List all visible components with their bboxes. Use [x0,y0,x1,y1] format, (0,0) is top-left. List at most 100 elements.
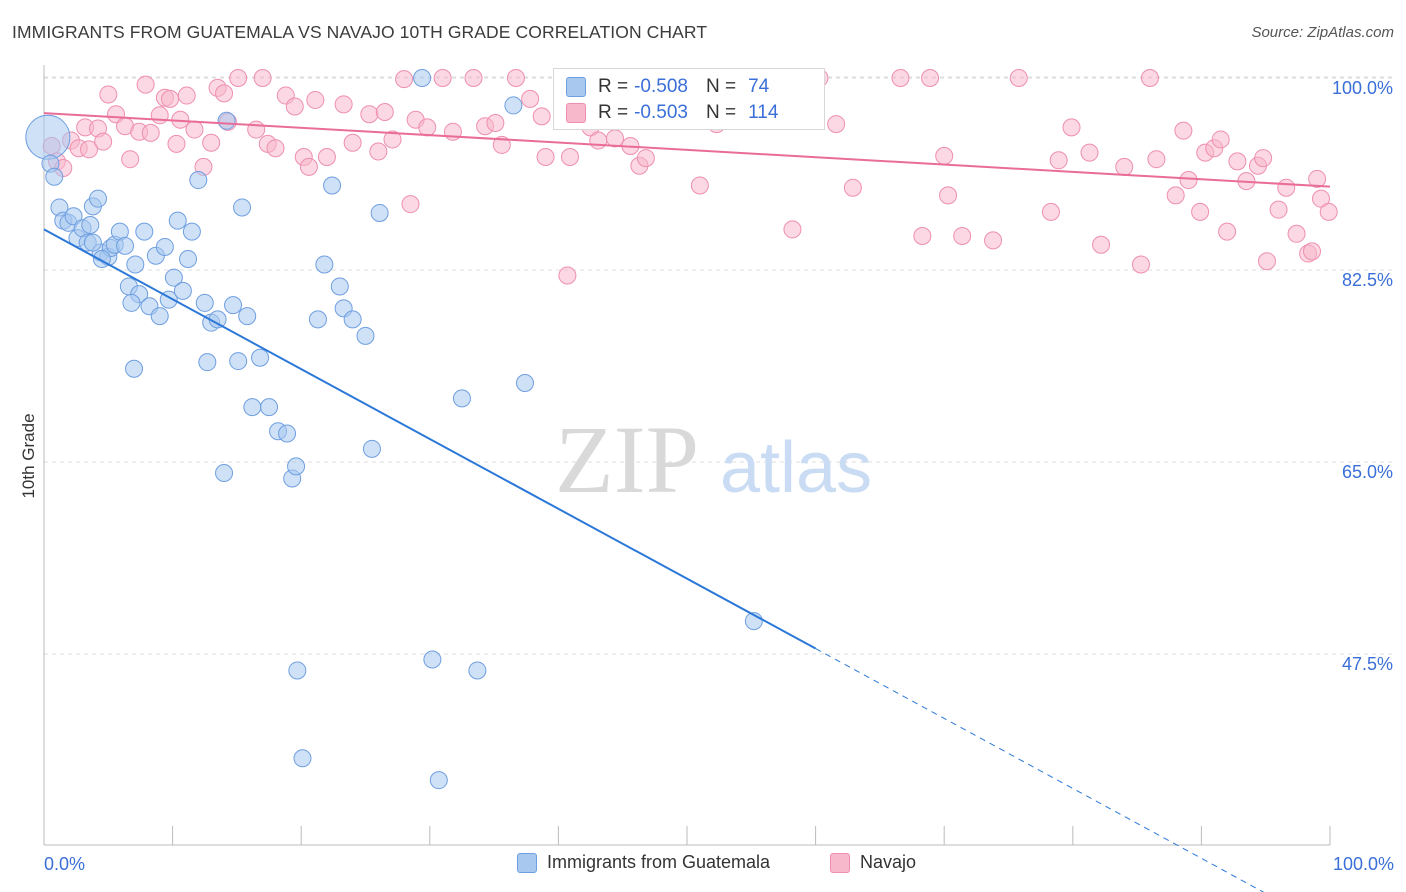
navajo-point [317,147,336,166]
navajo-point [247,120,266,139]
guatemala-point [278,424,297,443]
y-tick-label: 82.5% [1342,270,1393,290]
axes [43,65,1331,846]
navajo-point [636,149,655,168]
guatemala-point [308,310,327,329]
y-axis-label: 10th Grade [19,413,38,498]
navajo-point [80,140,99,159]
r-label: R = [598,102,629,123]
navajo-point [1211,130,1230,149]
navajo-point [1302,242,1321,261]
navajo-point [1140,69,1159,87]
navajo-point [1174,121,1193,140]
navajo-point [202,133,221,152]
navajo-point [1092,235,1111,254]
navajo-point [1287,224,1306,243]
navajo-point [843,178,862,197]
navajo-point [1308,169,1327,188]
navajo-point [433,69,452,87]
guatemala-point [330,277,349,296]
guatemala-point [233,198,252,217]
navajo-point [167,134,186,153]
guatemala-point [168,211,187,230]
navajo-point [492,135,511,154]
n-value-guatemala: 74 [748,76,770,97]
guatemala-point [343,310,362,329]
navajo-point [1311,189,1330,208]
guatemala-point [173,281,192,300]
navajo-point [253,69,272,87]
navajo-point [1269,200,1288,219]
y-tick-label: 100.0% [1332,78,1393,98]
guatemala-point [229,352,248,371]
guatemala-point [515,374,534,393]
navajo-point [1049,151,1068,170]
guatemala-point [260,398,279,417]
guatemala-point [429,771,448,790]
navajo-point [383,130,402,149]
navajo-point [913,226,932,245]
guatemala-point [287,457,306,476]
guatemala-point [251,348,270,367]
guatemala-point [452,389,471,408]
guatemala-point [217,111,236,130]
navajo-point [536,147,555,166]
navajo-point [185,120,204,139]
r-value-navajo: -0.503 [634,102,688,123]
guatemala-point [215,463,234,482]
navajo-point [136,75,155,94]
navajo-point [486,113,505,132]
guatemala-point [362,439,381,458]
navajo-point [939,186,958,205]
navajo-point [161,89,180,108]
navajo-point [935,146,954,165]
guatemala-point [83,233,102,252]
guatemala-trend-line [43,228,817,650]
navajo-point [1080,143,1099,162]
r-label: R = [598,76,629,97]
navajo-point [1257,252,1276,271]
navajo-point [1179,171,1198,190]
navajo-point [1218,222,1237,241]
grid-lines [44,76,1395,655]
navajo-point [121,150,140,169]
navajo-point [1277,178,1296,197]
guatemala-point [224,296,243,315]
correlation-legend: R = -0.508 N = 74 R = -0.503 N = 114 [553,68,825,130]
navajo-point [521,89,540,108]
chart-title: IMMIGRANTS FROM GUATEMALA VS NAVAJO 10TH… [12,22,708,42]
guatemala-point [423,650,442,669]
navajo-point [177,86,196,105]
y-tick-label: 47.5% [1342,654,1393,674]
guatemala-point [125,359,144,378]
navajo-point [343,133,362,152]
trend-lines [43,112,1331,892]
navajo-point [827,115,846,134]
navajo-point [375,103,394,122]
correlation-row-navajo: R = -0.503 N = 114 [566,101,778,125]
navajo-point [395,70,414,89]
navajo-point [150,106,169,125]
navajo-point [306,90,325,109]
guatemala-point [126,255,145,274]
legend-item-navajo[interactable]: Navajo [830,852,916,873]
legend-swatch-guatemala [517,852,537,873]
navajo-point [984,231,1003,250]
guatemala-point [179,250,198,269]
navajo-point [1254,149,1273,168]
navajo-point [1131,255,1150,274]
navajo-point [589,131,608,150]
navajo-point [1191,202,1210,221]
legend-item-guatemala[interactable]: Immigrants from Guatemala [517,852,770,873]
x-tick-label-min: 0.0% [44,854,85,874]
navajo-point [532,107,551,126]
y-tick-labels: 47.5% 65.0% 82.5% 100.0% [1332,78,1393,674]
r-value-guatemala: -0.508 [634,76,688,97]
guatemala-point [45,167,64,186]
guatemala-point [243,398,262,417]
navajo-point [299,157,318,176]
guatemala-point [288,661,307,680]
guatemala-swatch [566,77,586,97]
navajo-point [921,69,940,87]
n-value-navajo: 114 [748,102,779,123]
